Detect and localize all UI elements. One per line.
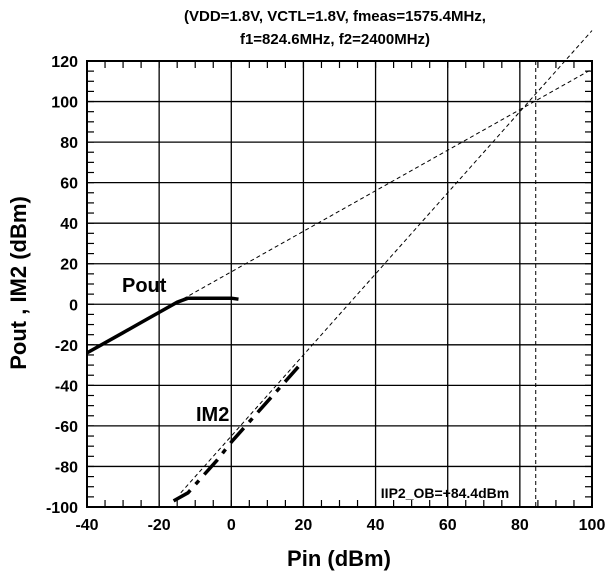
annotation-iip2: IIP2_OB=+84.4dBm: [381, 485, 509, 501]
y-tick-labels: -100 -80 -60 -40 -20 0 20 40 60 80 100 120: [46, 54, 78, 517]
y-tick-label-7: 40: [60, 216, 78, 233]
y-tick-label-11: 120: [51, 54, 78, 71]
extrapolation-lines: [176, 30, 593, 507]
series-label-pout: Pout: [122, 275, 167, 297]
y-tick-label-8: 60: [60, 176, 78, 193]
y-tick-label-10: 100: [51, 95, 78, 112]
tick-marks: [86, 60, 593, 508]
extrapolation-line-1: [180, 30, 593, 494]
x-tick-label-3: 20: [295, 517, 313, 534]
y-tick-label-2: -60: [55, 419, 78, 436]
chart-title-line2: f1=824.6MHz, f2=2400MHz): [240, 31, 430, 48]
x-tick-label-2: 0: [227, 517, 236, 534]
x-tick-labels: -40 -20 0 20 40 60 80 100: [75, 517, 605, 534]
y-tick-label-5: 0: [69, 297, 78, 314]
extrapolation-line-0: [176, 68, 593, 303]
y-tick-label-4: -20: [55, 338, 78, 355]
y-tick-label-0: -100: [46, 500, 78, 517]
x-axis-label: Pin (dBm): [287, 546, 391, 571]
x-tick-label-5: 60: [439, 517, 457, 534]
series-lines: [86, 296, 305, 503]
y-tick-label-3: -40: [55, 378, 78, 395]
series-label-im2: IM2: [196, 404, 229, 426]
x-tick-label-0: -40: [75, 517, 98, 534]
x-tick-label-4: 40: [367, 517, 385, 534]
x-tick-label-6: 80: [511, 517, 529, 534]
chart-title-line1: (VDD=1.8V, VCTL=1.8V, fmeas=1575.4MHz,: [184, 8, 486, 25]
x-tick-label-1: -20: [148, 517, 171, 534]
y-tick-label-1: -80: [55, 459, 78, 476]
y-tick-label-9: 80: [60, 135, 78, 152]
series-line-im2: [172, 359, 305, 503]
x-tick-label-7: 100: [579, 517, 606, 534]
series-line-pout: [86, 296, 239, 355]
y-tick-label-6: 20: [60, 257, 78, 274]
y-axis-label: Pout , IM2 (dBm): [6, 196, 31, 370]
